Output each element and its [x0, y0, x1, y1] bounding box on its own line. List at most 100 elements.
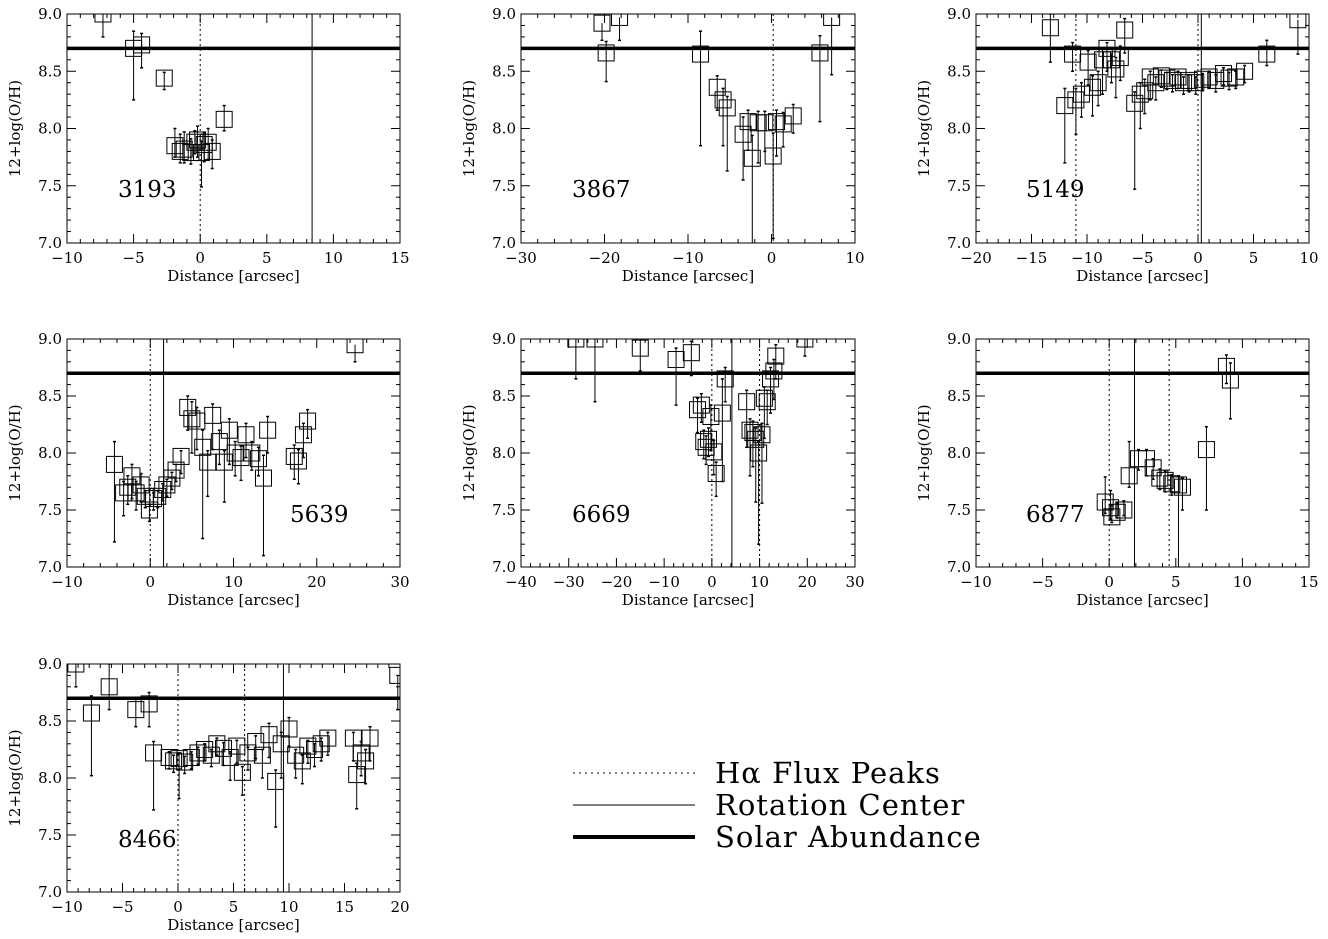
data-point	[1056, 87, 1074, 164]
data-marker	[299, 412, 317, 430]
data-point	[1289, 14, 1307, 55]
data-marker	[1131, 85, 1149, 103]
data-marker	[695, 433, 713, 451]
data-marker	[220, 421, 238, 439]
data-point	[1089, 70, 1107, 107]
y-tick-label: 9.0	[947, 330, 971, 348]
y-tick-label: 9.0	[492, 330, 516, 348]
data-marker	[170, 750, 188, 768]
x-tick-label: 10	[1233, 573, 1252, 591]
data-marker	[1056, 97, 1074, 115]
x-tick-label: 30	[845, 573, 864, 591]
data-marker	[597, 44, 615, 62]
data-point	[700, 427, 718, 458]
data-point	[1072, 81, 1090, 118]
data-marker	[237, 426, 255, 444]
data-point	[389, 666, 400, 711]
data-marker	[1041, 19, 1059, 37]
y-tick-label: 8.0	[38, 120, 62, 138]
data-point	[189, 125, 207, 158]
data-marker	[750, 444, 768, 462]
data-point	[346, 339, 364, 363]
data-marker	[1108, 503, 1126, 521]
data-point	[1152, 67, 1170, 89]
data-point	[708, 75, 726, 111]
data-point	[175, 131, 193, 164]
data-marker	[189, 131, 207, 149]
data-marker	[203, 142, 221, 160]
data-point	[243, 440, 261, 471]
x-tick-label: −5	[123, 249, 145, 267]
data-point	[1163, 473, 1181, 496]
data-marker	[1173, 478, 1191, 496]
data-marker	[1227, 68, 1245, 86]
chart-panel-6877: −10 −5 0 5 10 15 7.0 7.5 8.0 8.5 9.0 Distance [arcs…	[915, 330, 1319, 609]
chart-panel-3193: −10 −5 0 5 10 15 7.0 7.5 8.0 8.5 9.0 Distance [arcs…	[6, 5, 410, 285]
data-point	[215, 449, 233, 503]
data-point	[631, 339, 649, 372]
data-marker	[1169, 68, 1187, 86]
panel-label: 6877	[1026, 502, 1085, 528]
data-marker	[133, 36, 151, 54]
data-point	[753, 422, 771, 504]
plot-frame	[66, 13, 401, 244]
data-marker	[299, 737, 317, 755]
data-point	[259, 415, 277, 454]
data-marker	[348, 766, 366, 784]
data-point	[716, 366, 734, 403]
plot-frame	[66, 663, 401, 893]
x-axis-label: Distance [arcsec]	[167, 591, 299, 609]
data-point	[289, 448, 307, 485]
data-marker	[199, 133, 217, 151]
data-marker	[226, 444, 244, 462]
data-point	[228, 737, 246, 764]
data-marker	[708, 78, 726, 96]
data-marker	[1152, 67, 1170, 85]
y-axis-label: 12+log(O/H)	[460, 80, 478, 177]
data-point	[1163, 71, 1181, 93]
data-point	[695, 429, 713, 460]
data-point	[215, 104, 233, 132]
x-tick-label: −20	[601, 573, 633, 591]
data-point	[287, 746, 305, 779]
x-axis-label: Distance [arcsec]	[622, 267, 754, 285]
data-marker	[1072, 85, 1090, 103]
chart-panel-5149: −20 −15 −10 −5 0 5 10 7.0 7.5 8.0 8.5 9.0 Distance […	[915, 5, 1319, 285]
data-point	[739, 109, 757, 152]
x-axis-label: Distance [arcsec]	[1076, 591, 1208, 609]
data-point	[127, 697, 145, 728]
x-tick-label: −30	[553, 573, 585, 591]
data-marker	[186, 133, 204, 151]
data-marker	[1067, 91, 1085, 109]
y-tick-label: 7.0	[38, 883, 62, 901]
y-tick-label: 8.0	[947, 444, 971, 462]
data-point	[765, 358, 783, 401]
data-point	[352, 740, 370, 777]
data-point	[160, 748, 178, 770]
data-marker	[758, 393, 776, 411]
x-tick-label: 20	[798, 573, 817, 591]
x-tick-label: 0	[767, 249, 777, 267]
data-marker	[155, 69, 173, 87]
data-point	[1116, 17, 1134, 54]
data-marker	[667, 351, 685, 369]
y-tick-label: 8.0	[492, 444, 516, 462]
data-marker	[199, 453, 217, 471]
data-marker	[105, 455, 123, 473]
data-marker	[127, 701, 145, 719]
x-tick-label: 15	[1299, 573, 1318, 591]
data-point	[100, 664, 118, 711]
data-marker	[1126, 94, 1144, 112]
data-marker	[243, 444, 261, 462]
data-point	[1041, 14, 1059, 63]
data-marker	[1116, 21, 1134, 39]
legend-item: Hα Flux Peaks	[573, 756, 940, 790]
data-marker	[743, 149, 761, 167]
data-marker	[319, 729, 337, 747]
data-point	[758, 389, 776, 426]
data-point	[811, 35, 829, 123]
data-point	[1175, 74, 1193, 95]
chart-panel-5639: −10 0 10 20 30 7.0 7.5 8.0 8.5 9.0 Distance [arcse…	[6, 330, 410, 609]
y-tick-label: 7.5	[38, 177, 62, 195]
data-point	[155, 69, 173, 91]
